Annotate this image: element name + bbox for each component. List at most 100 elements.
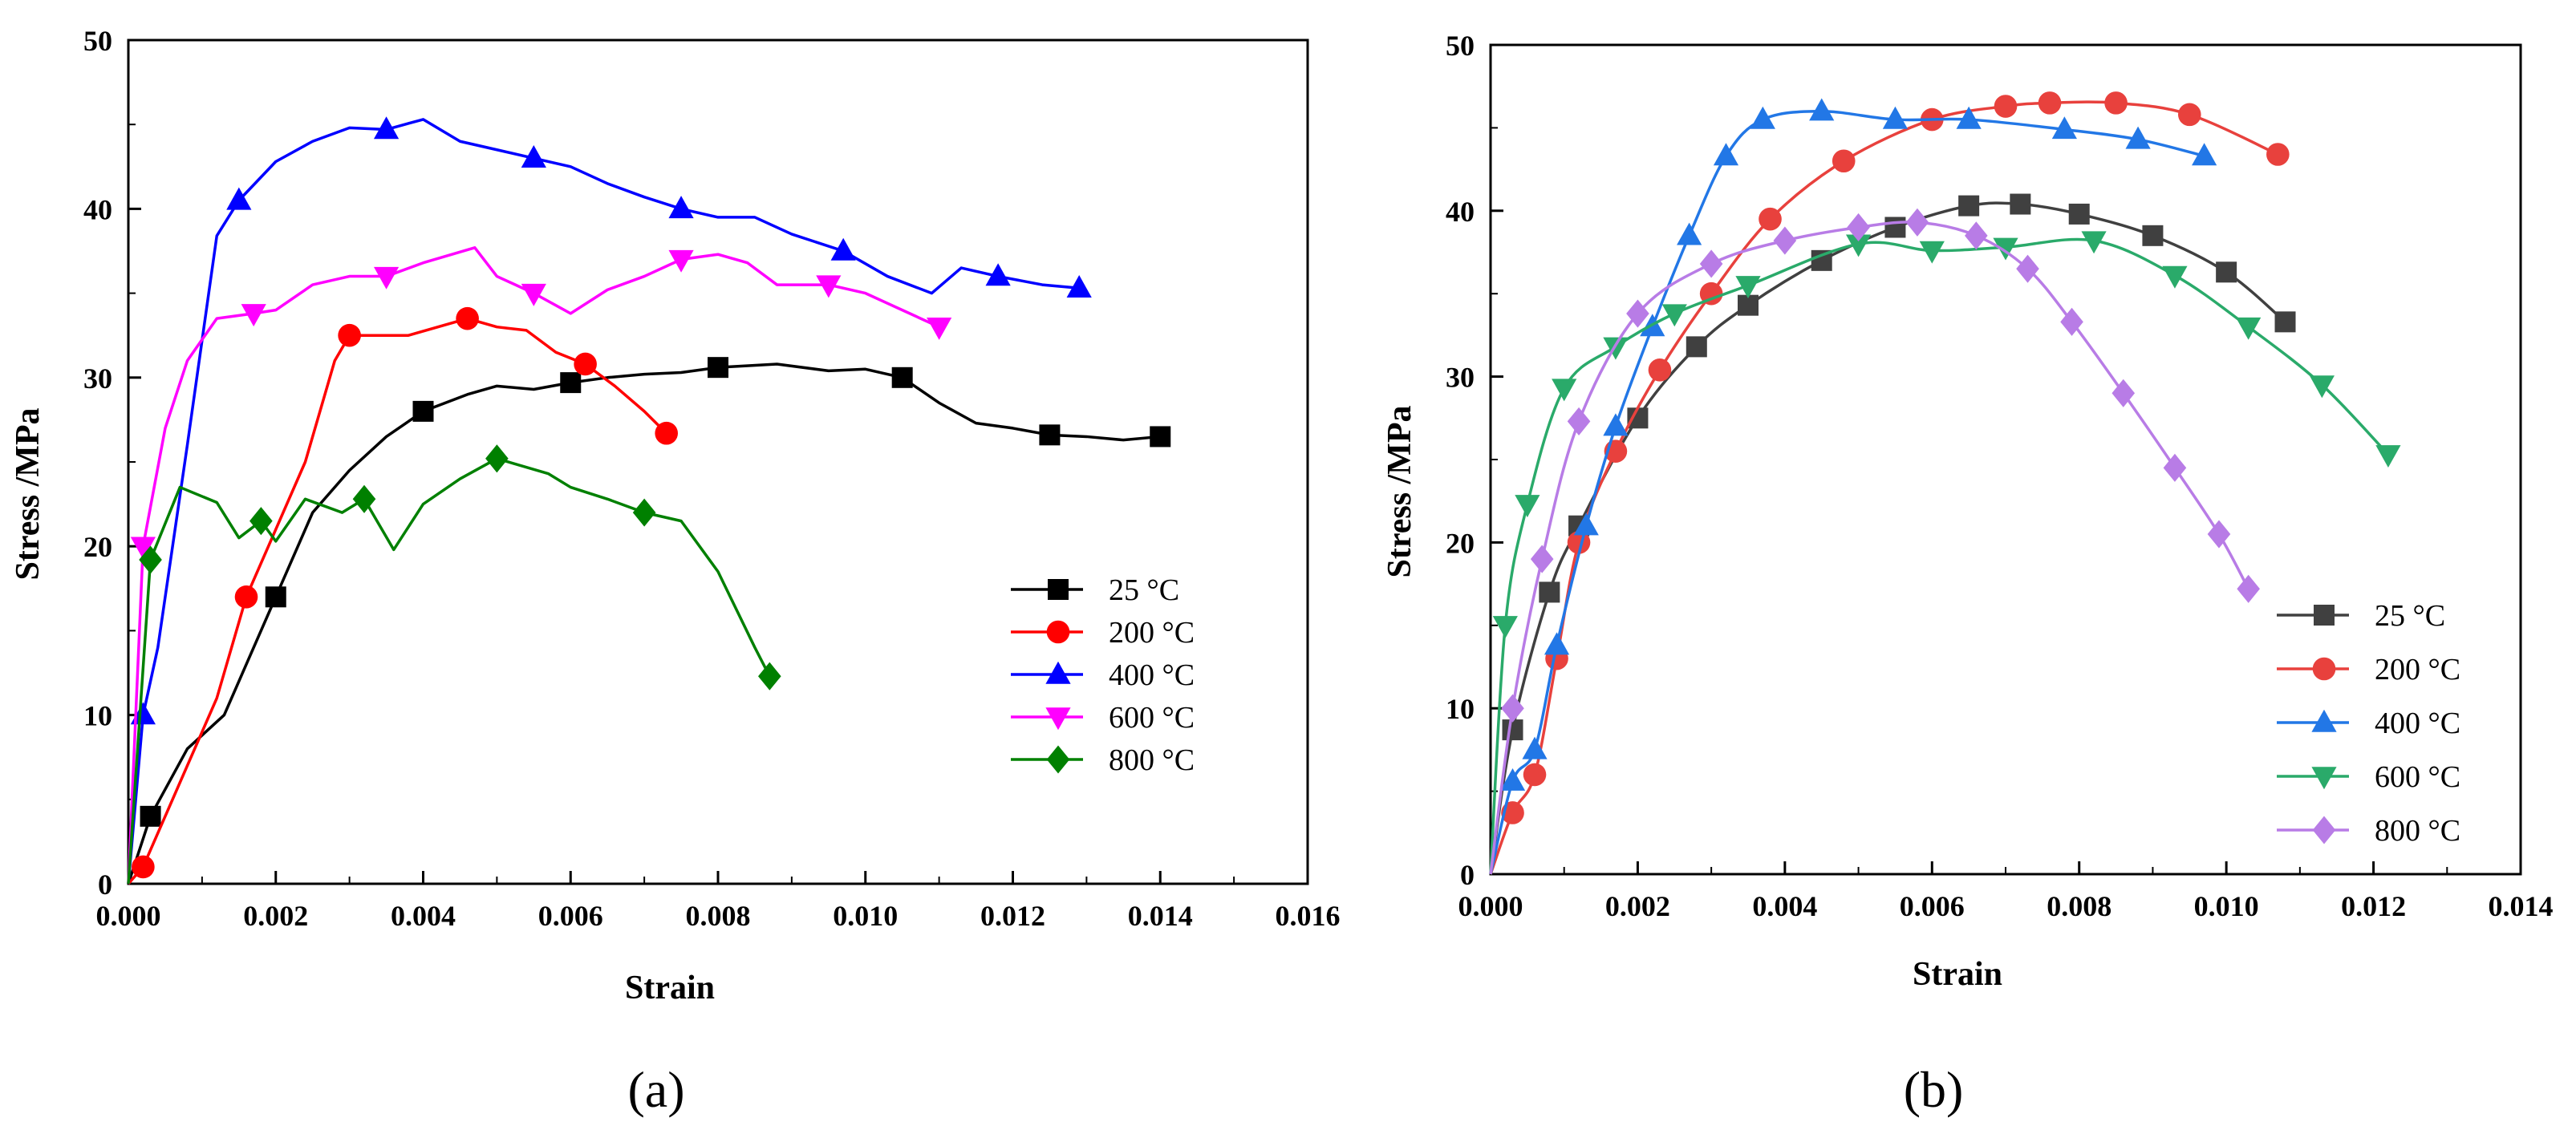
chart-panel-b: 0.000 0.002 0.004 0.006 0.008 0.010 0.012 0.014… — [1381, 30, 2554, 993]
series-line-25c — [1489, 201, 2286, 875]
x-tick-label: 0.000 — [96, 900, 161, 932]
panel-label-b: (b) — [1904, 1061, 1964, 1118]
data-point-25c — [1958, 195, 1980, 217]
data-point-200c — [1832, 149, 1856, 173]
series-line-600c — [127, 246, 940, 885]
data-point-400c — [1713, 143, 1739, 166]
x-axis-title: Strain — [625, 970, 715, 1006]
series-line-800c — [127, 457, 771, 885]
data-point-200c — [1699, 281, 1723, 306]
data-point-600c — [1552, 379, 1577, 402]
data-point-600c — [668, 249, 694, 273]
y-axis-title: Stress /MPa — [1381, 405, 1418, 577]
plot-frame — [1489, 43, 2522, 876]
data-point-800c — [1567, 407, 1591, 435]
legend-marker — [2312, 657, 2336, 681]
data-point-25c — [2068, 203, 2090, 225]
data-point-400c — [1750, 106, 1775, 129]
data-point-25c — [2274, 311, 2296, 333]
data-point-200c — [234, 585, 258, 609]
data-point-400c — [2192, 143, 2217, 166]
series-line-200c — [127, 317, 667, 885]
data-point-600c — [1661, 304, 1687, 327]
data-point-600c — [1515, 495, 1540, 518]
data-point-600c — [1993, 237, 2018, 261]
x-tick-label: 0.006 — [538, 900, 603, 932]
legend-label: 400 °C — [1109, 658, 1195, 692]
data-point-600c — [521, 283, 546, 306]
legend-label: 25 °C — [1109, 573, 1179, 607]
x-tick-label: 0.004 — [391, 900, 456, 932]
x-tick-label: 0.008 — [686, 900, 751, 932]
data-point-600c — [1603, 337, 1629, 360]
data-point-400c — [521, 145, 546, 168]
legend-label: 200 °C — [2375, 653, 2460, 686]
y-tick-label: 20 — [83, 531, 112, 563]
data-point-400c — [1809, 98, 1835, 121]
data-point-400c — [1573, 512, 1599, 536]
series-line-200c — [1489, 100, 2279, 875]
legend-marker — [2311, 767, 2337, 790]
data-point-800c — [352, 484, 376, 513]
data-point-25c — [265, 586, 286, 608]
data-point-800c — [1905, 208, 1929, 237]
data-point-800c — [2237, 574, 2260, 603]
data-point-400c — [1544, 632, 1570, 655]
data-point-25c — [412, 400, 434, 422]
data-point-600c — [1735, 276, 1761, 299]
data-point-600c — [2309, 375, 2335, 399]
data-point-600c — [1845, 234, 1872, 257]
data-point-800c — [1501, 694, 1524, 723]
data-point-800c — [758, 662, 781, 690]
data-point-400c — [668, 196, 694, 219]
y-tick-label: 0 — [98, 869, 112, 901]
data-point-400c — [1499, 767, 1526, 791]
legend-label: 400 °C — [2375, 707, 2460, 740]
data-point-800c — [1699, 249, 1723, 278]
data-point-200c — [655, 421, 678, 445]
data-point-25c — [2142, 225, 2164, 246]
x-tick-label: 0.002 — [243, 900, 308, 932]
data-point-200c — [2177, 103, 2201, 127]
x-tick-label: 0.016 — [1276, 900, 1341, 932]
data-point-400c — [830, 237, 856, 261]
data-point-800c — [1847, 213, 1870, 242]
data-point-800c — [2016, 254, 2039, 283]
y-tick-label: 40 — [83, 193, 112, 225]
data-point-800c — [1965, 221, 1988, 250]
legend-label: 800 °C — [2375, 814, 2460, 848]
data-point-200c — [132, 855, 155, 879]
series-line-600c — [1489, 237, 2390, 875]
data-point-25c — [1686, 336, 1707, 358]
x-tick-label: 0.006 — [1900, 890, 1965, 922]
data-point-200c — [1648, 358, 1672, 382]
legend-label: 800 °C — [1109, 743, 1195, 777]
legend-marker — [1046, 745, 1070, 774]
data-point-800c — [2163, 453, 2187, 482]
x-tick-label: 0.004 — [1752, 890, 1817, 922]
data-point-400c — [1882, 106, 1909, 129]
data-point-25c — [2216, 261, 2237, 283]
x-tick-label: 0.012 — [2341, 890, 2406, 922]
x-tick-label: 0.000 — [1458, 890, 1523, 922]
y-axis-title: Stress /MPa — [10, 407, 47, 580]
data-point-200c — [2038, 91, 2062, 115]
x-tick-label: 0.014 — [2489, 890, 2554, 922]
data-point-25c — [1884, 217, 1906, 238]
data-point-400c — [1522, 736, 1548, 759]
y-tick-label: 50 — [83, 25, 112, 57]
chart-panel-a: 0.000 0.002 0.004 0.006 0.008 0.010 0.012 0.014… — [10, 25, 1341, 1006]
x-tick-label: 0.014 — [1128, 900, 1193, 932]
data-point-25c — [1539, 581, 1560, 603]
series-line-400c — [127, 118, 1080, 885]
data-point-600c — [1492, 616, 1518, 639]
data-point-800c — [2207, 520, 2231, 549]
data-point-600c — [816, 275, 842, 298]
y-tick-label: 50 — [1446, 30, 1475, 62]
x-tick-label: 0.010 — [833, 900, 898, 932]
data-point-800c — [632, 498, 656, 527]
data-point-800c — [249, 507, 273, 536]
data-point-800c — [2112, 379, 2136, 407]
data-point-800c — [1626, 299, 1649, 328]
y-tick-label: 30 — [1446, 362, 1475, 394]
